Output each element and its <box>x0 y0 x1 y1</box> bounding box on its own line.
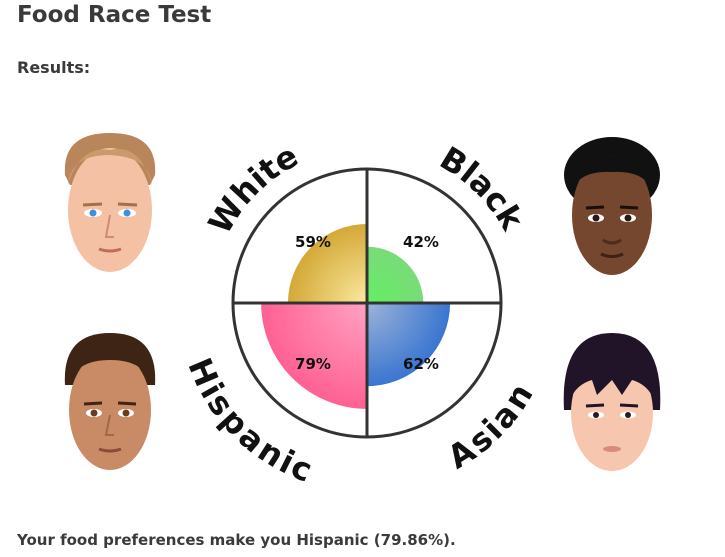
wedge-asian <box>367 303 451 387</box>
category-label-white: White <box>201 137 305 241</box>
asian-man-face <box>563 333 661 471</box>
value-label-hispanic: 79% <box>295 355 331 373</box>
value-label-black: 42% <box>403 233 439 251</box>
wedge-white <box>287 223 367 303</box>
wedge-black <box>367 246 424 303</box>
category-label-black: Black <box>433 139 531 237</box>
hispanic-man-face <box>64 333 156 470</box>
value-label-asian: 62% <box>403 355 439 373</box>
result-text: Your food preferences make you Hispanic … <box>17 531 456 549</box>
page-title: Food Race Test <box>17 2 212 28</box>
black-man-face <box>564 137 660 275</box>
value-label-white: 59% <box>295 233 331 251</box>
wedge-hispanic <box>261 303 367 409</box>
category-label-asian: Asian <box>441 377 541 477</box>
results-label: Results: <box>17 58 91 77</box>
white-man-face <box>64 133 156 272</box>
